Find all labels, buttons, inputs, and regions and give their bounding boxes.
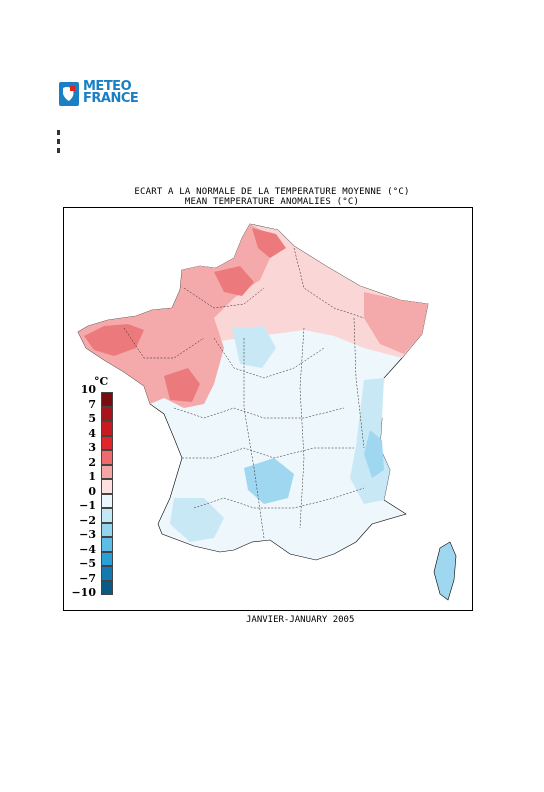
legend-swatch — [101, 435, 113, 450]
map-frame — [63, 207, 473, 611]
legend-label: −3 — [79, 528, 96, 541]
legend-swatch — [101, 450, 113, 465]
legend-swatch — [101, 406, 113, 421]
logo-text: METEO FRANCE — [83, 79, 139, 106]
legend-swatch — [101, 421, 113, 436]
anomaly-brittany — [78, 224, 270, 408]
legend-label: 10 — [80, 383, 96, 396]
legend-label: −7 — [79, 571, 96, 585]
anomaly-centre-cool — [232, 326, 276, 368]
legend-swatch — [101, 551, 113, 566]
legend-label: −2 — [79, 513, 96, 527]
legend-label: 7 — [88, 397, 96, 411]
legend-label: −5 — [79, 557, 96, 570]
legend-swatch — [101, 479, 113, 494]
legend-swatch — [101, 537, 113, 552]
anomaly-nord-strong — [252, 228, 286, 258]
france-anomaly-map — [77, 223, 457, 601]
map-title-fr: ECART A LA NORMALE DE LA TEMPERATURE MOY… — [134, 187, 410, 197]
legend-color-bar — [101, 392, 113, 595]
legend-unit: °C — [94, 375, 109, 388]
legend-swatch — [101, 566, 113, 581]
anomaly-normandy-strong — [214, 266, 254, 296]
legend-label: −1 — [79, 499, 96, 512]
legend-swatch — [101, 392, 113, 407]
legend-swatch — [101, 580, 113, 595]
meteo-france-logo: METEO FRANCE — [59, 79, 149, 108]
mark-1 — [57, 130, 60, 135]
map-title-en: MEAN TEMPERATURE ANOMALIES (°C) — [184, 197, 360, 207]
legend-swatch — [101, 522, 113, 537]
anomaly-east-warm — [364, 292, 428, 354]
legend-label: 5 — [88, 412, 96, 425]
legend-swatch — [101, 508, 113, 523]
logo-line-2: FRANCE — [83, 91, 139, 106]
legend-swatch — [101, 493, 113, 508]
anomaly-southwest-cool — [170, 498, 224, 542]
corsica — [433, 541, 457, 601]
legend-label: 4 — [88, 426, 96, 440]
small-marks — [57, 130, 61, 157]
anomaly-loire-strong — [164, 368, 200, 402]
legend-label: 0 — [88, 484, 96, 498]
legend-swatch — [101, 464, 113, 479]
meteo-france-logo-icon — [59, 82, 79, 106]
mark-3 — [57, 148, 60, 153]
legend-label: −4 — [79, 542, 96, 556]
legend-label: 1 — [88, 470, 96, 483]
legend-labels: 10 7 5 4 3 2 1 0 −1 −2 −3 −4 −5 −7 −10 — [64, 383, 96, 601]
legend-label: −10 — [71, 586, 96, 599]
legend-label: 3 — [88, 441, 96, 454]
mark-2 — [57, 139, 60, 144]
logo-line-1: METEO — [83, 79, 132, 94]
anomaly-massif-central-cool — [244, 458, 294, 504]
map-period: JANVIER-JANUARY 2005 — [246, 615, 355, 625]
anomaly-alps-cool-mid — [364, 430, 384, 478]
anomaly-west-strong — [84, 324, 144, 356]
department-borders — [123, 247, 365, 539]
legend-label: 2 — [88, 455, 96, 469]
